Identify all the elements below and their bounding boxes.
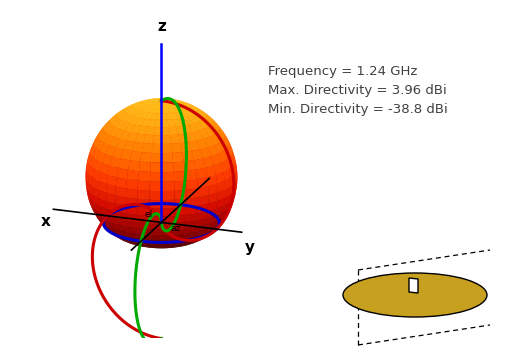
Polygon shape bbox=[409, 278, 418, 293]
Ellipse shape bbox=[343, 273, 487, 317]
Text: Frequency = 1.24 GHz: Frequency = 1.24 GHz bbox=[268, 65, 418, 78]
Text: Min. Directivity = -38.8 dBi: Min. Directivity = -38.8 dBi bbox=[268, 103, 447, 116]
Text: Max. Directivity = 3.96 dBi: Max. Directivity = 3.96 dBi bbox=[268, 84, 447, 97]
